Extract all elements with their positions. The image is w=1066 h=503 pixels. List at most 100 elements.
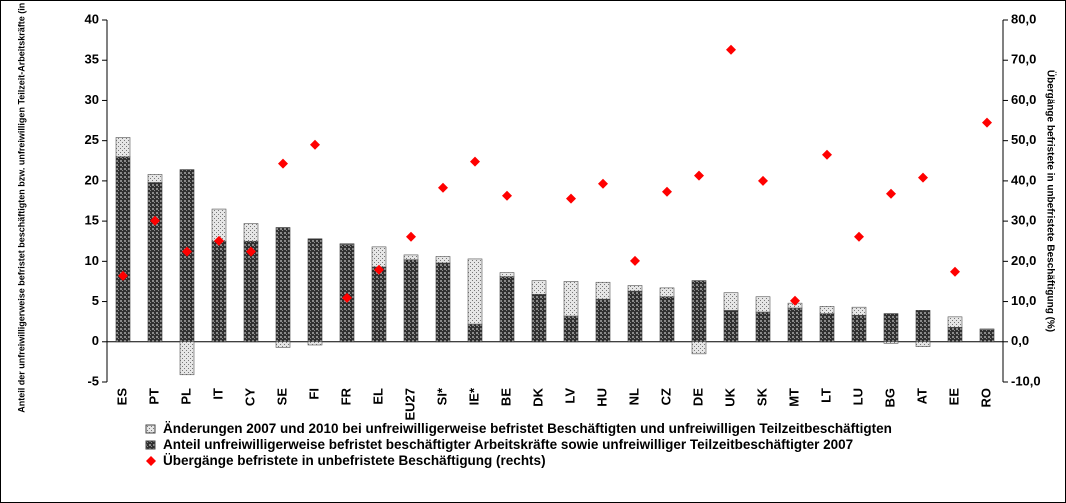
diamond-marker	[950, 266, 960, 277]
diamond-marker	[982, 117, 992, 128]
x-tick-label: PT	[146, 388, 161, 405]
bar-2007	[883, 313, 899, 343]
x-tick-label: MT	[786, 388, 801, 407]
diamond-marker	[374, 264, 384, 275]
bar-change	[531, 280, 547, 295]
diamond-marker	[822, 149, 832, 160]
diamond-marker	[886, 188, 896, 199]
legend-swatch	[146, 456, 156, 466]
x-tick-label: FR	[338, 387, 353, 405]
bar-change	[371, 246, 387, 268]
legend-swatch	[145, 440, 156, 450]
x-tick-label: FI	[306, 388, 321, 400]
bar-change	[339, 243, 355, 245]
diamond-marker	[758, 175, 768, 186]
y-tick-label: -5	[87, 373, 99, 388]
x-tick-label: BE	[498, 388, 513, 406]
bar-2007	[755, 311, 771, 343]
bar-change	[659, 287, 675, 298]
x-tick-label: CZ	[658, 388, 673, 405]
x-tick-label: DE	[690, 388, 705, 406]
legend-item: Anteil unfreiwilligerweise befristet bes…	[145, 437, 975, 452]
y2-tick-label: 30,0	[1011, 213, 1036, 228]
x-tick-label: EU27	[402, 388, 417, 421]
x-tick-label: AT	[914, 388, 929, 404]
diamond-marker	[310, 139, 320, 150]
diamond-marker	[694, 170, 704, 181]
diamond-marker	[278, 158, 288, 169]
y2-tick-label: 50,0	[1011, 132, 1036, 147]
bar-2007	[915, 310, 931, 343]
bar-2007	[819, 313, 835, 343]
y2-tick-label: -10,0	[1011, 373, 1041, 388]
x-tick-label: IT	[210, 388, 225, 400]
y-tick-label: 15	[85, 213, 99, 228]
x-tick-label: LV	[562, 388, 577, 404]
x-tick-label: PL	[178, 388, 193, 405]
bar-2007	[851, 314, 867, 343]
bar-2007	[947, 326, 963, 343]
x-tick-label: LT	[818, 388, 833, 403]
bar-change	[851, 306, 867, 316]
bar-change	[595, 281, 611, 300]
x-tick-label: UK	[722, 387, 737, 406]
bar-change	[627, 285, 643, 292]
legend-label: Änderungen 2007 und 2010 bei unfreiwilli…	[163, 421, 892, 436]
x-tick-label: RO	[978, 388, 993, 408]
bar-2007	[371, 266, 387, 343]
bar-change	[563, 281, 579, 317]
bar-change	[979, 328, 995, 331]
legend-label: Anteil unfreiwilligerweise befristet bes…	[163, 437, 854, 452]
y-tick-label: 25	[85, 132, 99, 147]
y-tick-label: 5	[92, 293, 99, 308]
y-tick-label: 30	[85, 92, 99, 107]
bar-change	[243, 223, 259, 242]
bar-change	[275, 341, 291, 348]
diamond-marker	[630, 255, 640, 266]
bar-2007	[115, 156, 131, 343]
legend-swatch	[145, 424, 156, 434]
y2-tick-label: 80,0	[1011, 11, 1036, 26]
legend-marker	[145, 440, 156, 450]
bar-change	[755, 296, 771, 313]
x-tick-label: EL	[370, 388, 385, 405]
bar-2007	[595, 298, 611, 343]
y-tick-label: 35	[85, 52, 99, 67]
bar-change	[723, 292, 739, 311]
diamond-marker	[438, 182, 448, 193]
bar-change	[147, 174, 163, 183]
bar-2007	[531, 294, 547, 343]
legend: Änderungen 2007 und 2010 bei unfreiwilli…	[145, 421, 975, 469]
bar-change	[467, 258, 483, 325]
y-axis-title: Anteil der unfreiwilligerweise befristet…	[16, 0, 26, 413]
diamond-marker	[182, 246, 192, 257]
legend-marker	[145, 424, 156, 434]
diamond-marker	[342, 292, 352, 303]
bar-2007	[691, 280, 707, 343]
x-tick-label: LU	[850, 388, 865, 405]
y2-tick-label: 70,0	[1011, 52, 1036, 67]
diamond-marker	[790, 295, 800, 306]
diamond-marker	[854, 231, 864, 242]
y-tick-label: 0	[92, 333, 99, 348]
y-tick-label: 10	[85, 253, 99, 268]
x-tick-label: DK	[530, 387, 545, 406]
diamond-marker	[118, 270, 128, 281]
diamond-marker	[918, 172, 928, 183]
diamond-marker	[150, 215, 160, 226]
x-tick-label: HU	[594, 388, 609, 407]
bar-change	[115, 137, 131, 158]
bar-2007	[435, 262, 451, 343]
diamond-marker	[246, 246, 256, 257]
diamond-marker	[214, 235, 224, 246]
bar-2007	[979, 329, 995, 343]
x-tick-label: SK	[754, 387, 769, 406]
y2-tick-label: 20,0	[1011, 253, 1036, 268]
bar-2007	[147, 182, 163, 343]
legend-label: Übergänge befristete in unbefristete Bes…	[163, 453, 546, 468]
bar-change	[915, 341, 931, 347]
bar-change	[883, 341, 899, 344]
bar-2007	[659, 296, 675, 343]
diamond-marker	[470, 156, 480, 167]
